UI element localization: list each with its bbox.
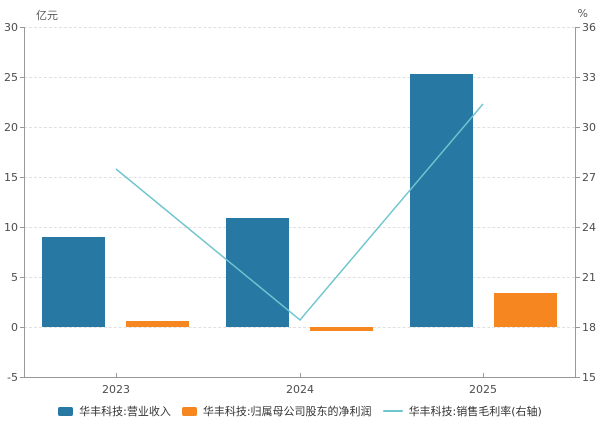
y-tick-right [576,177,580,178]
y-tick-left [20,277,24,278]
y-tick-label-left: 25 [4,71,18,84]
y-tick-right [576,127,580,128]
bar [42,237,105,327]
x-tick [116,373,117,377]
y-tick-left [20,327,24,328]
legend-label: 华丰科技:营业收入 [79,405,171,418]
x-axis-line [24,377,576,378]
x-tick [483,373,484,377]
legend-item[interactable]: 华丰科技:归属母公司股东的净利润 [181,403,372,419]
y-tick-label-right: 15 [582,371,596,384]
y-tick-right [576,227,580,228]
bar [226,218,289,327]
legend: 华丰科技:营业收入 华丰科技:归属母公司股东的净利润 华丰科技:销售毛利率(右轴) [0,403,600,419]
y-tick-label-right: 21 [582,271,596,284]
y-tick-left [20,177,24,178]
y-tick-right [576,277,580,278]
y-tick-label-left: -5 [7,371,18,384]
legend-bar-swatch [181,406,197,416]
y-axis-line-right [575,27,576,377]
right-axis-title: % [577,7,588,20]
y-tick-right [576,377,580,378]
y-axis-line-left [24,27,25,377]
legend-item[interactable]: 华丰科技:营业收入 [58,403,171,419]
h-gridline [24,127,575,128]
y-tick-left [20,227,24,228]
bar [126,321,189,327]
legend-item[interactable]: 华丰科技:销售毛利率(右轴) [382,403,542,419]
h-gridline [24,77,575,78]
x-tick-label: 2024 [286,383,314,396]
y-tick-label-left: 0 [11,321,18,334]
y-tick-right [576,327,580,328]
bar [310,327,373,331]
x-tick [300,373,301,377]
y-tick-label-left: 10 [4,221,18,234]
y-tick-label-right: 30 [582,121,596,134]
x-tick-label: 2025 [469,383,497,396]
y-tick-right [576,77,580,78]
y-tick-label-left: 5 [11,271,18,284]
h-gridline [24,27,575,28]
left-axis-title: 亿元 [36,9,58,22]
y-tick-label-right: 18 [582,321,596,334]
x-tick-label: 2023 [102,383,130,396]
y-tick-left [20,27,24,28]
y-tick-label-left: 30 [4,21,18,34]
y-tick-label-left: 15 [4,171,18,184]
y-tick-right [576,27,580,28]
bar [410,74,473,327]
h-gridline [24,177,575,178]
legend-label: 华丰科技:归属母公司股东的净利润 [202,405,372,418]
y-tick-label-right: 24 [582,221,596,234]
y-tick-label-right: 36 [582,21,596,34]
y-tick-left [20,77,24,78]
h-gridline [24,227,575,228]
y-tick-label-left: 20 [4,121,18,134]
y-tick-label-right: 33 [582,71,596,84]
h-gridline [24,327,575,328]
y-tick-left [20,127,24,128]
bar [494,293,557,327]
legend-bar-swatch [58,406,74,416]
legend-label: 华丰科技:销售毛利率(右轴) [408,405,542,418]
legend-line-swatch [382,410,403,412]
h-gridline [24,277,575,278]
y-tick-left [20,377,24,378]
y-tick-label-right: 27 [582,171,596,184]
